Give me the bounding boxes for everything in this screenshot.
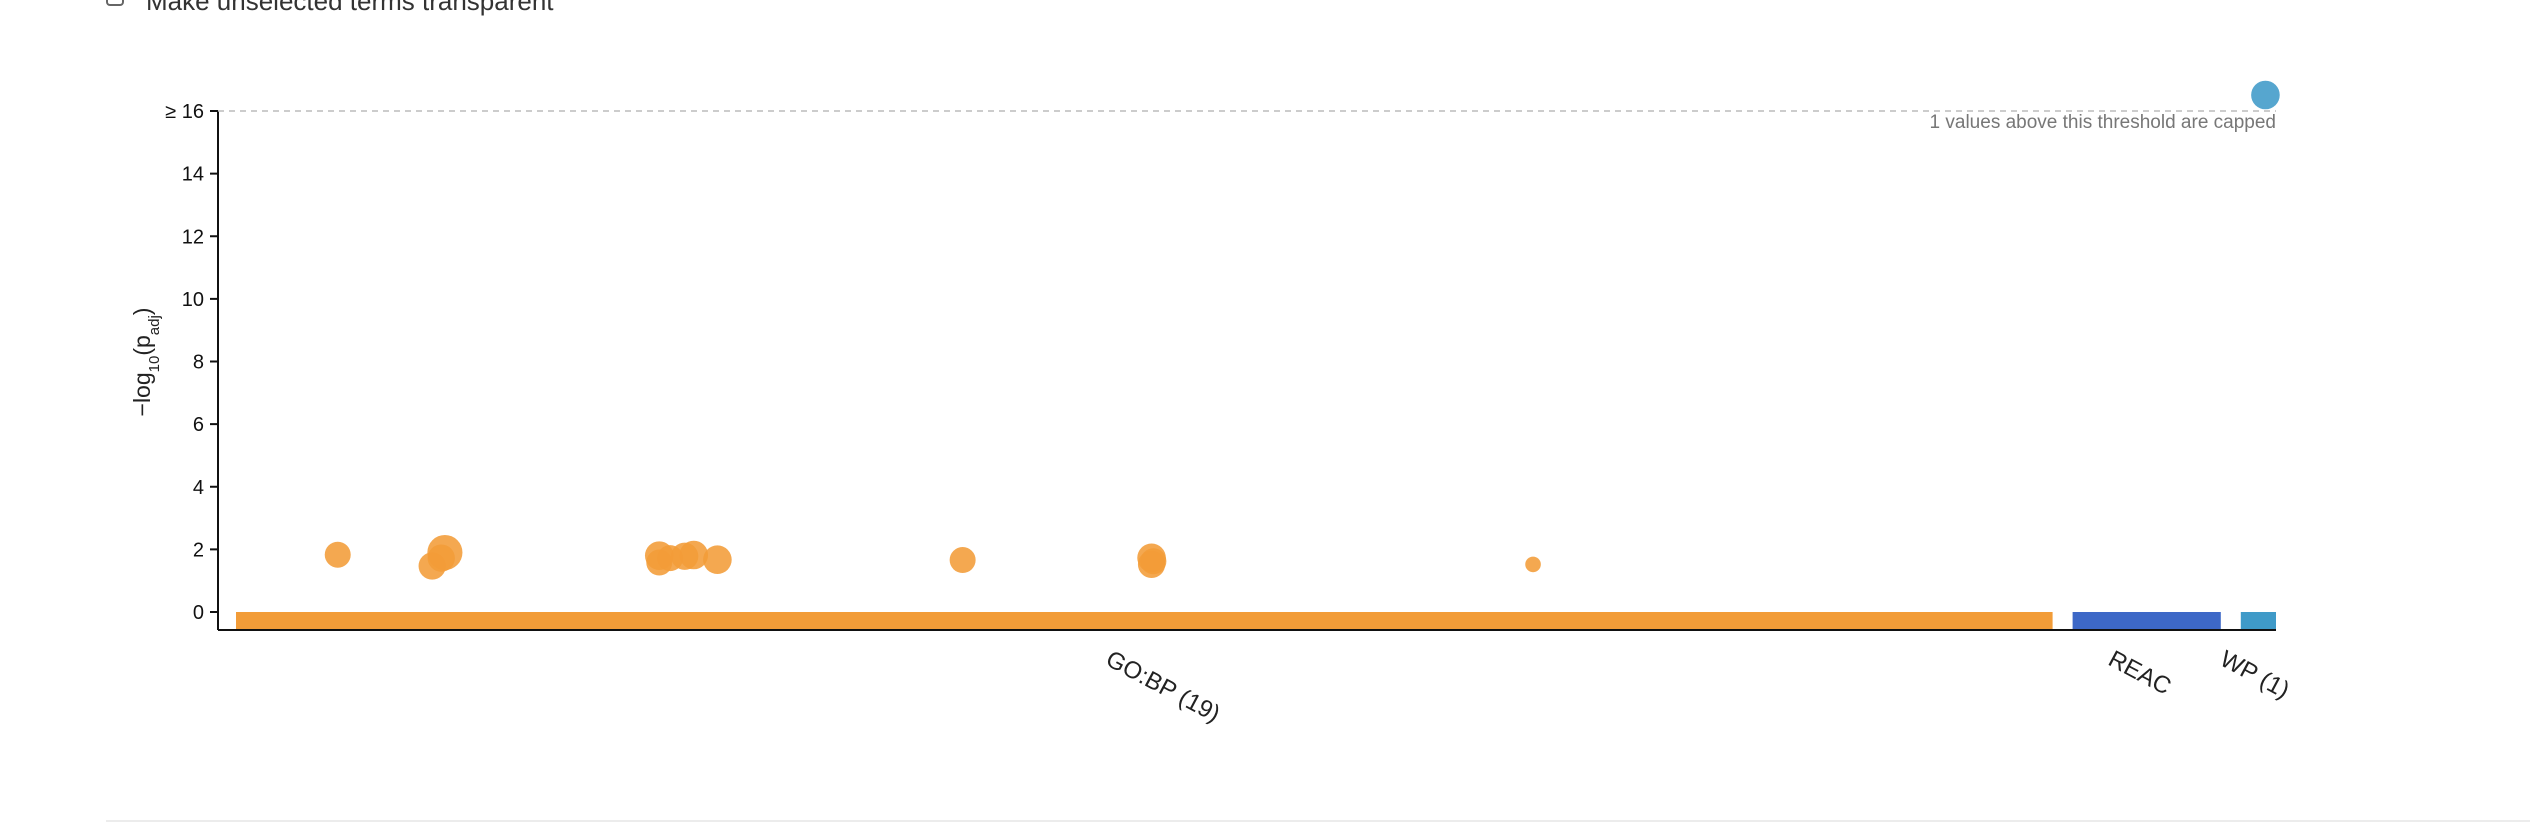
source-label-wp: WP (1) [2216,645,2294,704]
y-label-sub2: adj [146,315,163,335]
y-tick-label: 10 [182,289,204,311]
y-label-main: −log [129,372,155,416]
source-bar-reac [2072,612,2221,630]
transparent-terms-label: Make unselected terms transparent [146,0,554,16]
data-point [1525,556,1541,573]
y-axis-label: −log10(padj) [129,308,163,417]
y-label-sub1: 10 [146,356,163,373]
source-bar-wp [2240,612,2276,630]
threshold-note: 1 values above this threshold are capped [1930,112,2276,133]
y-tick-label: 4 [193,477,204,499]
y-label-close: ) [129,308,155,316]
data-point [427,544,455,572]
data-point [2251,80,2280,110]
points-layer [324,80,2280,580]
y-tick-label: ≥ 16 [165,101,204,123]
data-point [679,540,709,570]
y-axis: 0 2 4 6 8 10 12 14 ≥ 16 [165,101,219,630]
source-label-go-bp: GO:BP (19) [1101,645,1224,727]
y-tick-label: 0 [193,602,204,624]
y-tick-label: 14 [182,164,204,186]
data-point [324,541,351,568]
threshold-layer: 1 values above this threshold are capped [218,110,2276,133]
data-point [1140,548,1167,575]
y-label-open: (p [129,335,155,355]
y-tick-label: 12 [182,226,204,248]
y-tick-label: 6 [193,414,204,436]
data-point [703,545,732,575]
y-tick-label: 2 [193,539,204,561]
source-bar-go-bp [236,612,2053,630]
section-divider [106,820,2530,822]
transparent-terms-checkbox[interactable] [106,0,124,6]
data-point [949,547,976,574]
y-tick-label: 8 [193,352,204,374]
source-label-reac: REAC [2104,645,2176,700]
